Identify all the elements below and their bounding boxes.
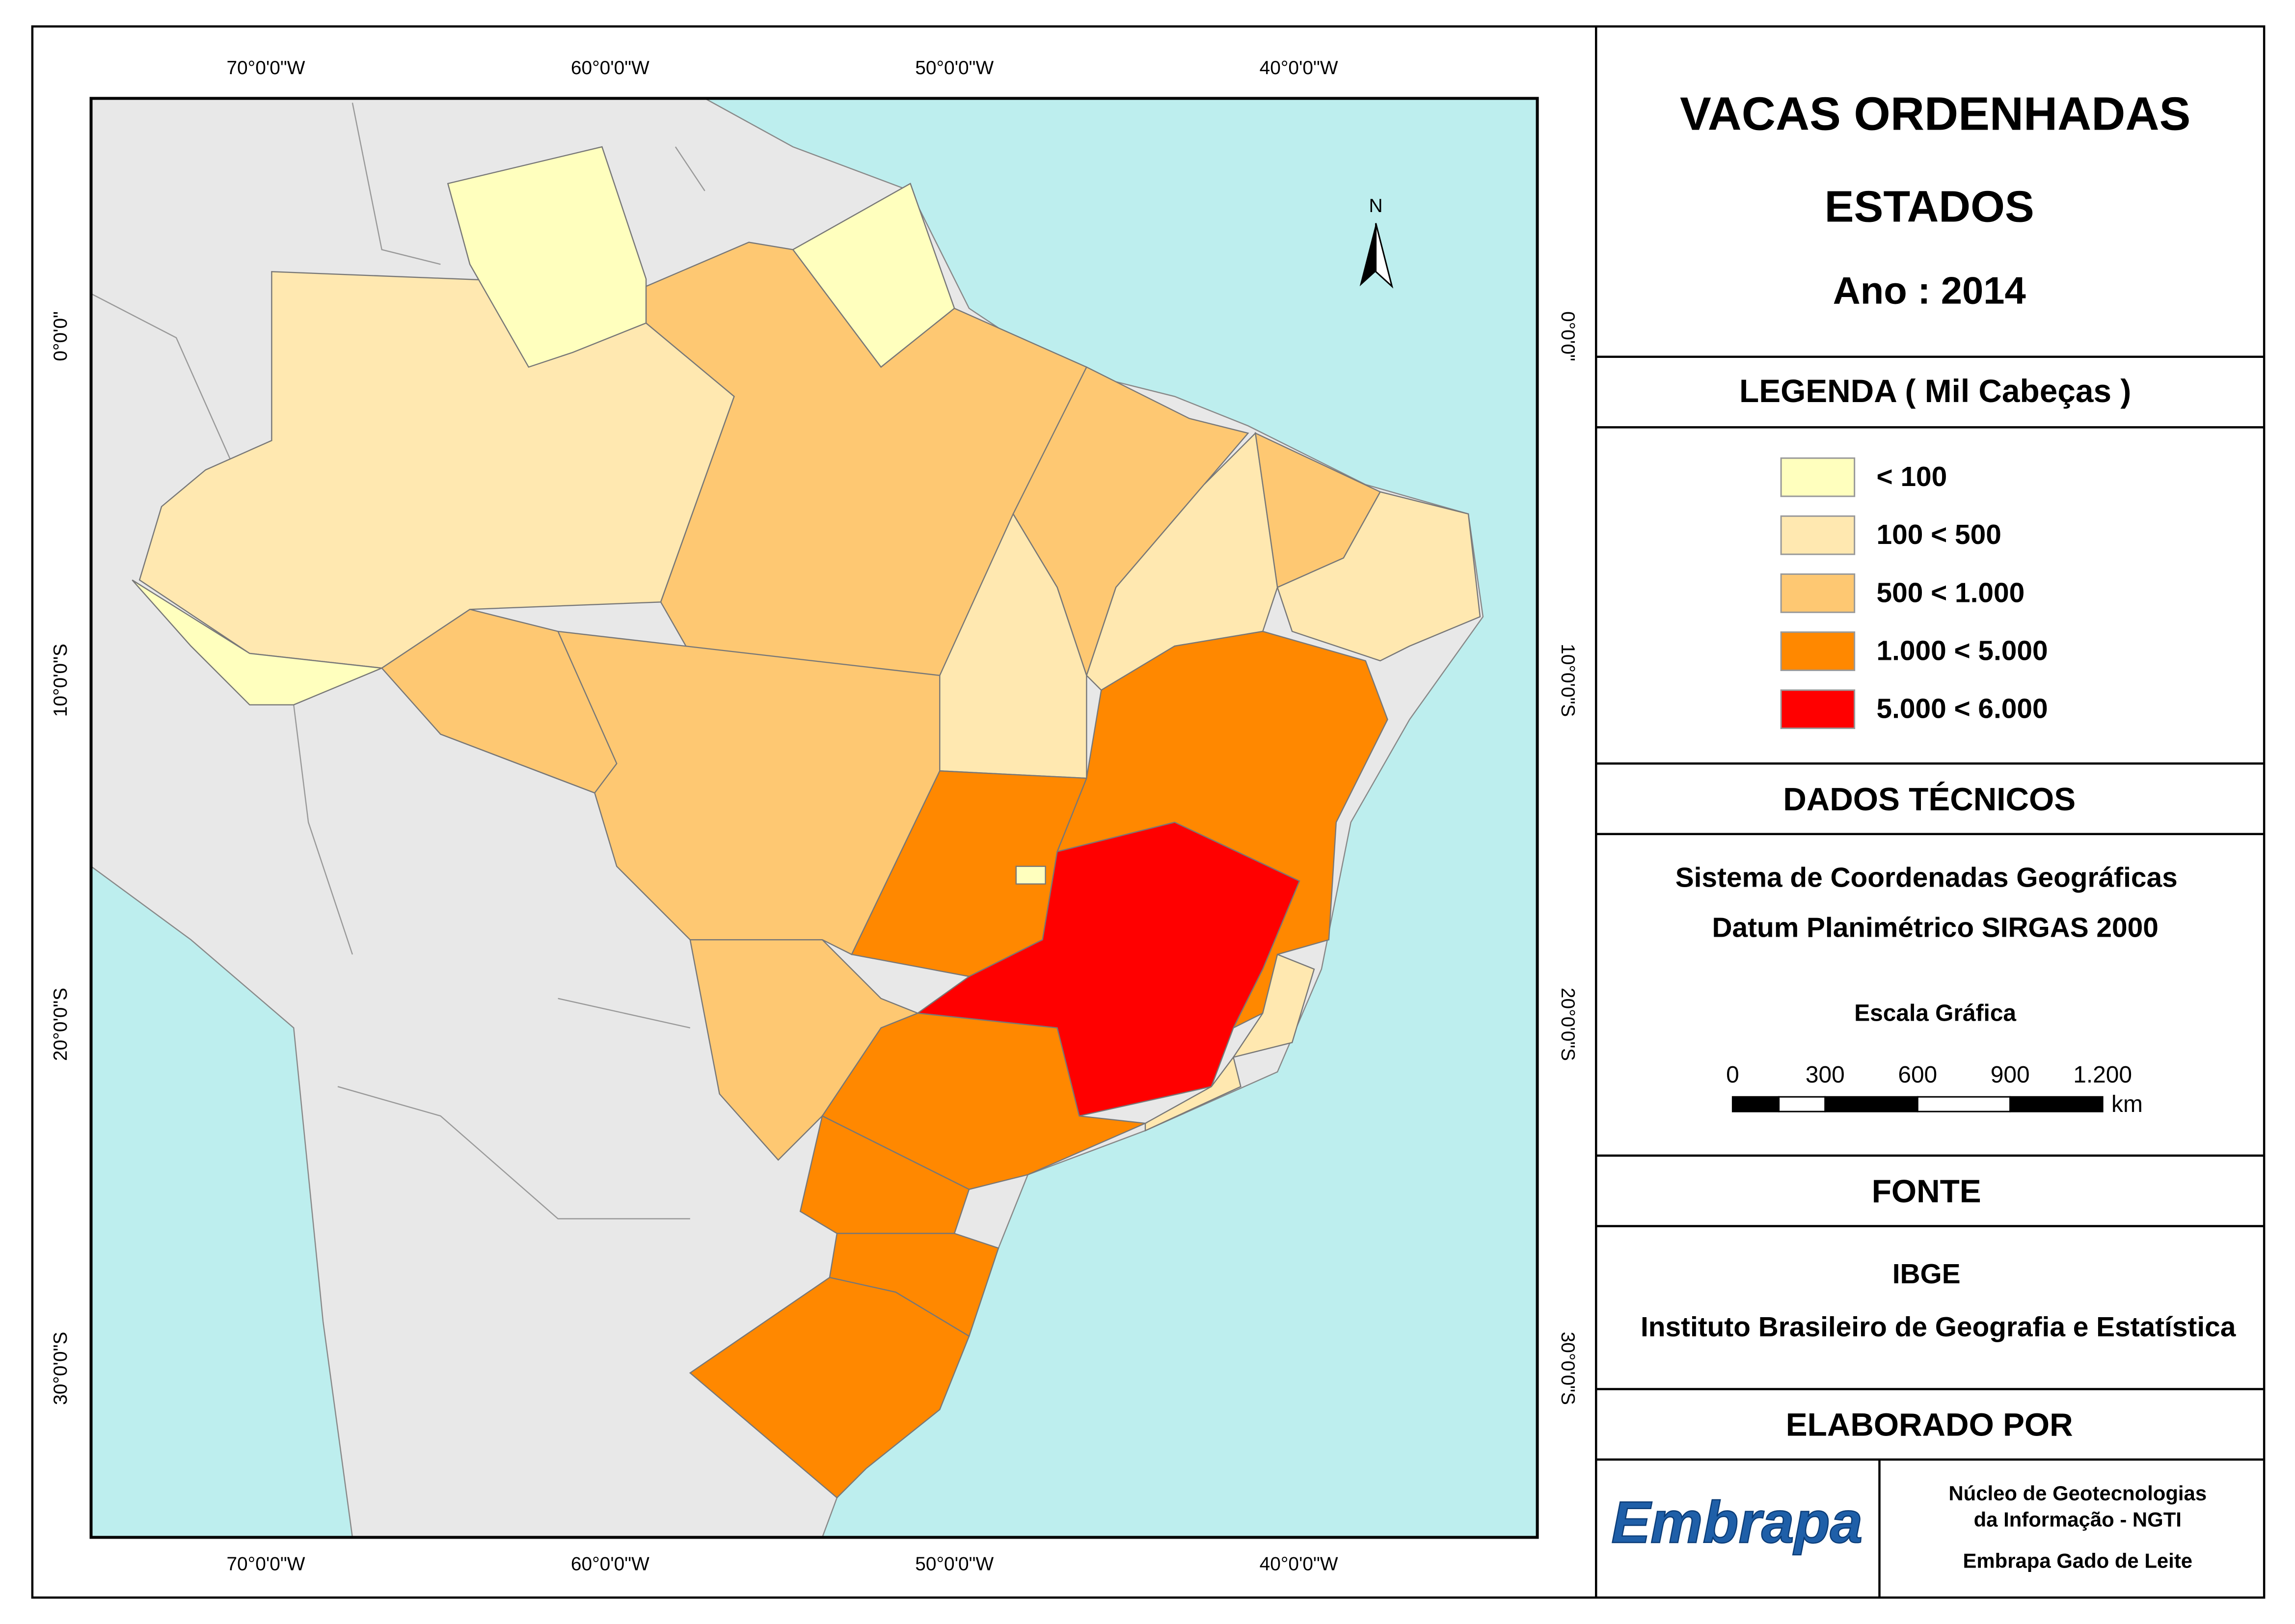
map: N (89, 97, 1539, 1539)
state (689, 1276, 970, 1499)
legend-swatch (1780, 631, 1856, 671)
latitude-label: 10°0'0"S (50, 644, 71, 717)
latitude-label: 20°0'0"S (50, 988, 71, 1061)
legend-swatch (1780, 515, 1856, 555)
north-arrow (1375, 223, 1394, 289)
scale-bar (1731, 1096, 1780, 1112)
author-line: da Informação - NGTI (1974, 1508, 2182, 1531)
longitude-label: 40°0'0"W (1260, 1554, 1338, 1575)
state (689, 939, 919, 1161)
legend-label: < 100 (1877, 461, 1947, 492)
technical-line: Sistema de Coordenadas Geográficas (1675, 863, 2178, 893)
author-line: Núcleo de Geotecnologias (1948, 1482, 2207, 1505)
scale-title: Escala Gráfica (1854, 1000, 2016, 1026)
latitude-label: 30°0'0"S (50, 1332, 71, 1405)
source-line: IBGE (1892, 1259, 1961, 1290)
state (1276, 491, 1481, 662)
scale-bar (1824, 1096, 1918, 1112)
latitude-label: 0°0'0" (50, 311, 71, 361)
longitude-label: 40°0'0"W (1260, 57, 1338, 79)
scale-bar (1917, 1096, 2011, 1112)
longitude-label: 60°0'0"W (571, 57, 649, 79)
scale-tick-label: 300 (1806, 1062, 1845, 1088)
state (1144, 1056, 1242, 1132)
longitude-label: 70°0'0"W (226, 1554, 305, 1575)
subtitle: ESTADOS (1825, 182, 2034, 231)
state (380, 608, 618, 794)
latitude-label: 30°0'0"S (1557, 1332, 1578, 1405)
legend-swatch (1780, 689, 1856, 730)
year: Ano : 2014 (1833, 270, 2026, 312)
legend-swatch (1780, 457, 1856, 497)
logo: Embrapa (1611, 1490, 1863, 1555)
legend-heading: LEGENDA ( Mil Cabeças ) (1739, 373, 2131, 409)
technical-line: Datum Planimétrico SIRGAS 2000 (1712, 912, 2158, 943)
state (916, 821, 1300, 1117)
north-label: N (1369, 195, 1383, 217)
state (1015, 866, 1046, 885)
legend-label: 1.000 < 5.000 (1877, 635, 2048, 666)
scale-bar (1778, 1096, 1826, 1112)
scale-tick-label: 900 (1991, 1062, 2030, 1088)
scale-tick-label: 600 (1898, 1062, 1937, 1088)
scale-tick-label: 1.200 (2073, 1062, 2132, 1088)
legend-swatch (1780, 573, 1856, 613)
map-frame (89, 97, 1539, 1539)
state (132, 579, 384, 705)
source-heading: FONTE (1872, 1173, 1981, 1209)
title: VACAS ORDENHADAS (1680, 88, 2190, 140)
technical-heading: DADOS TÉCNICOS (1783, 781, 2076, 817)
scale-tick-label: 0 (1726, 1062, 1739, 1088)
source-line: Instituto Brasileiro de Geografia e Esta… (1641, 1312, 2236, 1343)
author-line: Embrapa Gado de Leite (1963, 1549, 2192, 1572)
longitude-label: 50°0'0"W (915, 1554, 994, 1575)
longitude-label: 60°0'0"W (571, 1554, 649, 1575)
state (447, 146, 647, 368)
legend-label: 500 < 1.000 (1877, 577, 2025, 608)
legend-label: 100 < 500 (1877, 519, 2001, 550)
author-heading: ELABORADO POR (1786, 1407, 2073, 1443)
scale-unit: km (2111, 1091, 2143, 1117)
latitude-label: 20°0'0"S (1557, 988, 1578, 1061)
north-arrow (1359, 223, 1376, 287)
longitude-label: 70°0'0"W (226, 57, 305, 79)
scale-bar (2009, 1096, 2104, 1112)
latitude-label: 10°0'0"S (1557, 644, 1578, 717)
state (1232, 953, 1315, 1058)
longitude-label: 50°0'0"W (915, 57, 994, 79)
latitude-label: 0°0'0" (1557, 311, 1578, 361)
legend-label: 5.000 < 6.000 (1877, 694, 2048, 725)
